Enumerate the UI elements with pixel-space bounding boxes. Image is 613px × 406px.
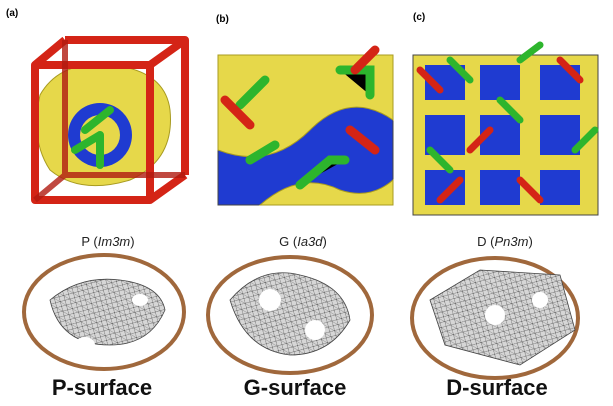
caption: D (Pn3m) xyxy=(477,234,533,249)
g-surface-art xyxy=(208,257,372,373)
surface-label: D-surface xyxy=(446,375,547,400)
caption-text: G ( xyxy=(279,234,298,249)
caption-group: Im3m xyxy=(98,234,131,249)
p-surface-art xyxy=(24,255,184,369)
caption-text: ) xyxy=(323,234,327,249)
g-cell-art xyxy=(218,50,393,205)
surface-label: P-surface xyxy=(52,375,152,400)
caption-text: P ( xyxy=(81,234,98,249)
caption-group: Ia3d xyxy=(297,234,323,249)
caption-text: D ( xyxy=(477,234,495,249)
figure: (a) (b) (c) P (Im3m) G (Ia3d) D (Pn3m) P… xyxy=(0,0,613,406)
caption: P (Im3m) xyxy=(81,234,134,249)
panel-label: (c) xyxy=(413,12,425,23)
caption-text: ) xyxy=(528,234,532,249)
caption-group: Pn3m xyxy=(495,234,529,249)
d-cell-art xyxy=(413,45,598,215)
caption-text: ) xyxy=(130,234,134,249)
panel-label: (a) xyxy=(6,8,18,19)
d-surface-art xyxy=(412,258,578,378)
panel-label: (b) xyxy=(216,14,229,25)
caption: G (Ia3d) xyxy=(279,234,327,249)
p-cell-art xyxy=(35,40,185,200)
surface-label: G-surface xyxy=(244,375,347,400)
